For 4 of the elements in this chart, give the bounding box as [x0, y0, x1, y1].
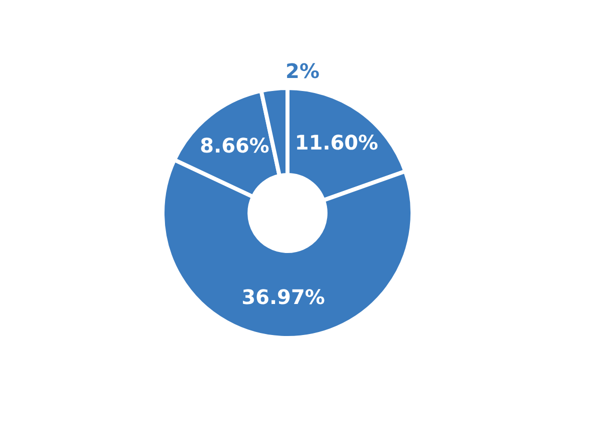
data-label: 2%	[286, 58, 320, 83]
data-label: 8.66%	[200, 133, 270, 158]
data-label: 36.97%	[242, 284, 325, 309]
data-label: 11.60%	[294, 130, 378, 155]
